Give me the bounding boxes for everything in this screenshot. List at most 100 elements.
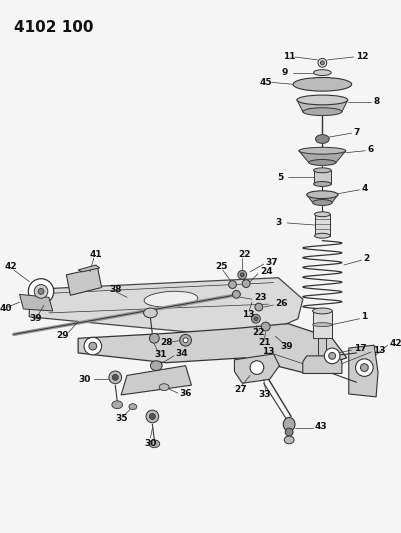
Ellipse shape bbox=[183, 338, 188, 343]
Polygon shape bbox=[298, 151, 345, 163]
Text: 22: 22 bbox=[251, 328, 264, 337]
Text: 5: 5 bbox=[277, 173, 283, 182]
Text: 13: 13 bbox=[261, 348, 273, 357]
Polygon shape bbox=[296, 100, 347, 112]
Ellipse shape bbox=[298, 147, 345, 154]
Ellipse shape bbox=[285, 428, 292, 436]
Ellipse shape bbox=[232, 290, 240, 298]
Text: 41: 41 bbox=[90, 250, 102, 259]
Ellipse shape bbox=[84, 337, 101, 355]
Ellipse shape bbox=[296, 95, 347, 105]
Text: 30: 30 bbox=[78, 375, 90, 384]
Ellipse shape bbox=[314, 212, 329, 217]
Text: 12: 12 bbox=[355, 52, 367, 61]
Text: 13: 13 bbox=[372, 345, 385, 354]
Ellipse shape bbox=[228, 281, 236, 288]
Text: 9: 9 bbox=[281, 68, 287, 77]
Text: 24: 24 bbox=[259, 268, 272, 277]
Ellipse shape bbox=[254, 303, 262, 311]
Ellipse shape bbox=[112, 375, 118, 381]
Ellipse shape bbox=[312, 199, 331, 205]
Ellipse shape bbox=[159, 384, 168, 391]
Ellipse shape bbox=[355, 359, 372, 376]
Ellipse shape bbox=[253, 317, 257, 321]
Polygon shape bbox=[78, 265, 99, 272]
Ellipse shape bbox=[251, 314, 260, 323]
Text: 43: 43 bbox=[314, 422, 326, 431]
Text: 38: 38 bbox=[109, 285, 122, 294]
Polygon shape bbox=[20, 294, 53, 311]
Ellipse shape bbox=[179, 334, 191, 346]
Polygon shape bbox=[312, 311, 331, 338]
Ellipse shape bbox=[237, 270, 246, 279]
Ellipse shape bbox=[312, 322, 331, 327]
Polygon shape bbox=[234, 354, 279, 383]
Ellipse shape bbox=[360, 364, 367, 372]
Ellipse shape bbox=[328, 352, 335, 359]
Text: 7: 7 bbox=[353, 128, 359, 136]
Text: 8: 8 bbox=[372, 98, 379, 107]
Ellipse shape bbox=[261, 322, 269, 331]
Polygon shape bbox=[302, 356, 341, 374]
Text: 42: 42 bbox=[389, 338, 401, 348]
Ellipse shape bbox=[249, 361, 263, 375]
Polygon shape bbox=[78, 324, 346, 373]
Ellipse shape bbox=[240, 273, 243, 277]
Ellipse shape bbox=[149, 334, 159, 343]
Ellipse shape bbox=[320, 61, 324, 65]
Text: 27: 27 bbox=[234, 385, 247, 393]
Ellipse shape bbox=[111, 401, 122, 409]
Ellipse shape bbox=[312, 308, 331, 314]
Text: 39: 39 bbox=[279, 342, 292, 351]
Text: 1: 1 bbox=[360, 312, 367, 321]
Text: 22: 22 bbox=[238, 250, 250, 259]
Ellipse shape bbox=[324, 348, 339, 364]
Polygon shape bbox=[121, 366, 191, 395]
Ellipse shape bbox=[146, 410, 158, 423]
Ellipse shape bbox=[129, 403, 136, 409]
Ellipse shape bbox=[89, 342, 97, 350]
Ellipse shape bbox=[313, 168, 330, 173]
Text: 2: 2 bbox=[363, 254, 369, 263]
Ellipse shape bbox=[143, 308, 157, 318]
Text: 25: 25 bbox=[215, 262, 227, 271]
Text: 36: 36 bbox=[179, 389, 192, 398]
Text: 39: 39 bbox=[29, 314, 42, 323]
Text: 37: 37 bbox=[265, 257, 277, 266]
Ellipse shape bbox=[28, 279, 54, 304]
Text: 29: 29 bbox=[57, 331, 69, 340]
Ellipse shape bbox=[292, 77, 351, 91]
Text: 4: 4 bbox=[360, 184, 367, 193]
Ellipse shape bbox=[313, 70, 330, 76]
Text: 4102 100: 4102 100 bbox=[14, 20, 93, 35]
Polygon shape bbox=[306, 195, 337, 203]
Text: 31: 31 bbox=[154, 350, 166, 359]
Text: 28: 28 bbox=[160, 338, 172, 346]
Text: 42: 42 bbox=[5, 262, 18, 271]
Ellipse shape bbox=[34, 285, 48, 298]
Polygon shape bbox=[348, 345, 377, 397]
Text: 17: 17 bbox=[353, 344, 365, 352]
Ellipse shape bbox=[308, 159, 335, 165]
Polygon shape bbox=[318, 338, 326, 356]
Text: 35: 35 bbox=[115, 414, 128, 423]
Ellipse shape bbox=[284, 436, 293, 444]
Polygon shape bbox=[29, 278, 302, 338]
Ellipse shape bbox=[314, 233, 329, 238]
Text: 6: 6 bbox=[367, 146, 373, 154]
Ellipse shape bbox=[317, 59, 326, 67]
Ellipse shape bbox=[144, 292, 197, 307]
Text: 3: 3 bbox=[275, 217, 281, 227]
Ellipse shape bbox=[150, 361, 162, 370]
Ellipse shape bbox=[109, 371, 122, 384]
Text: 11: 11 bbox=[283, 52, 295, 61]
Polygon shape bbox=[313, 170, 330, 184]
Text: 30: 30 bbox=[144, 439, 156, 448]
Ellipse shape bbox=[283, 417, 294, 431]
Polygon shape bbox=[314, 214, 329, 236]
Ellipse shape bbox=[315, 135, 328, 143]
Text: 26: 26 bbox=[275, 298, 287, 308]
Ellipse shape bbox=[149, 440, 159, 448]
Ellipse shape bbox=[302, 108, 341, 116]
Ellipse shape bbox=[313, 182, 330, 187]
